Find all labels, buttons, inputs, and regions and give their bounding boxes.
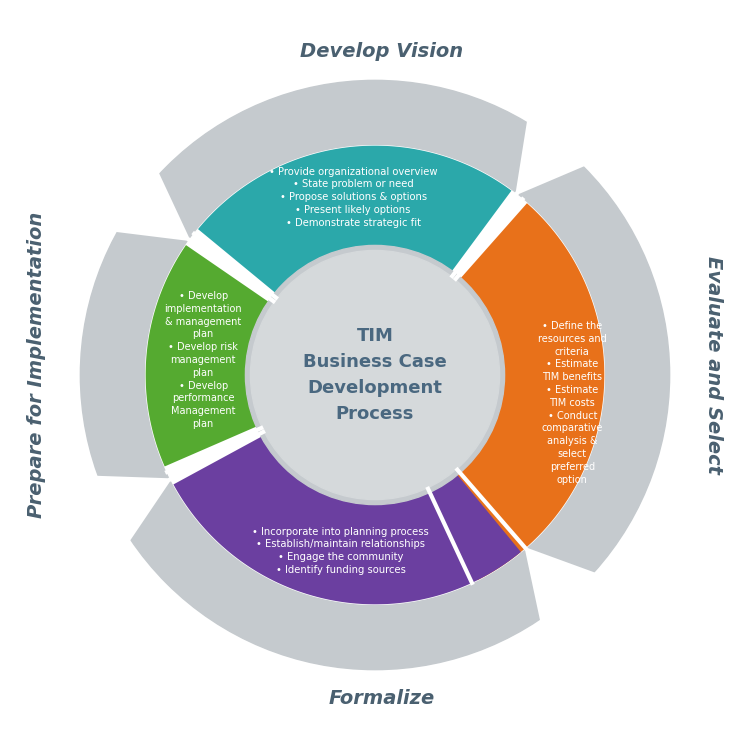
Text: TIM
Business Case
Development
Process: TIM Business Case Development Process xyxy=(303,328,447,422)
Text: • Provide organizational overview
• State problem or need
• Propose solutions & : • Provide organizational overview • Stat… xyxy=(269,166,437,228)
Polygon shape xyxy=(524,547,601,626)
Polygon shape xyxy=(173,435,521,604)
Circle shape xyxy=(146,146,604,604)
Polygon shape xyxy=(198,146,512,296)
Polygon shape xyxy=(91,476,172,546)
Polygon shape xyxy=(146,245,272,466)
Text: Develop Vision: Develop Vision xyxy=(300,43,464,62)
Text: • Develop
implementation
& management
plan
• Develop risk
management
plan
• Deve: • Develop implementation & management pl… xyxy=(164,291,242,429)
Text: • Incorporate into planning process
• Establish/maintain relationships
• Engage : • Incorporate into planning process • Es… xyxy=(253,526,429,575)
Text: Formalize: Formalize xyxy=(328,688,435,707)
Circle shape xyxy=(245,245,505,505)
Circle shape xyxy=(80,80,670,670)
Text: Prepare for Implementation: Prepare for Implementation xyxy=(27,211,46,518)
Circle shape xyxy=(251,251,500,500)
Polygon shape xyxy=(515,116,590,196)
Text: Evaluate and Select: Evaluate and Select xyxy=(704,256,723,474)
Polygon shape xyxy=(110,167,190,242)
Polygon shape xyxy=(431,203,604,580)
Text: • Define the
resources and
criteria
• Estimate
TIM benefits
• Estimate
TIM costs: • Define the resources and criteria • Es… xyxy=(538,321,607,484)
